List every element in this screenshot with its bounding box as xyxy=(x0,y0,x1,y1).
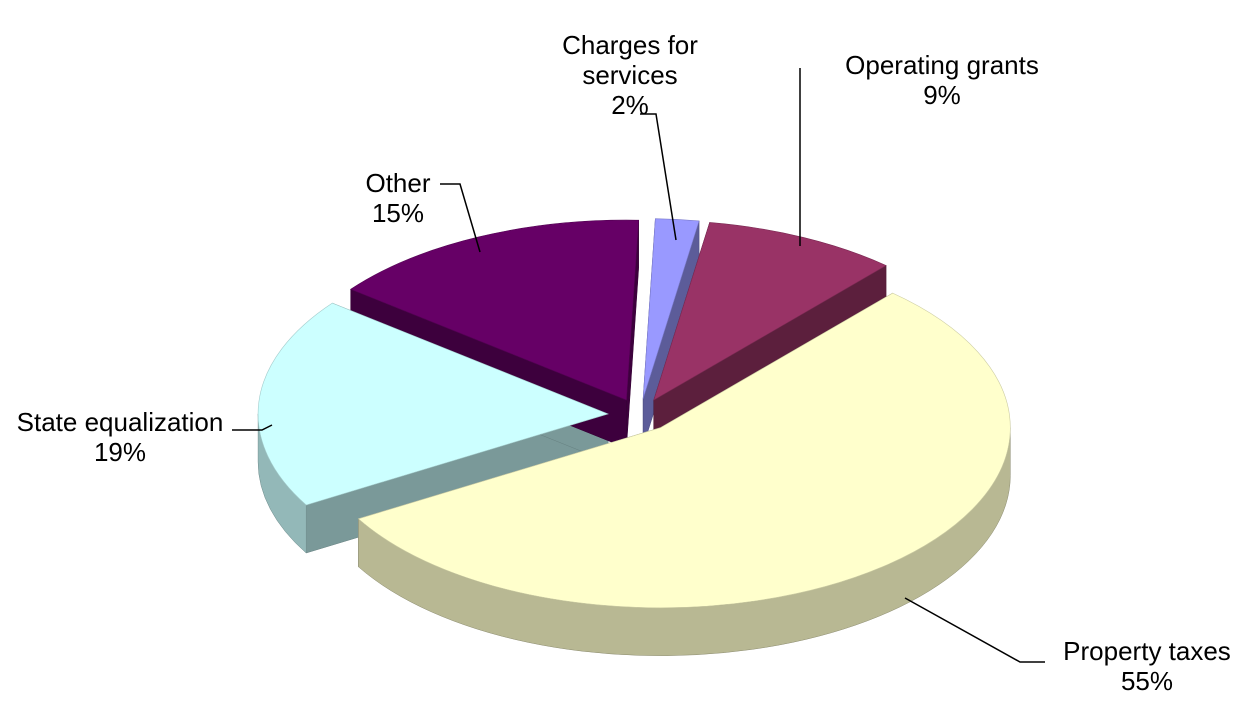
data-label: Operating grants 9% xyxy=(845,50,1039,110)
leader-line xyxy=(904,597,1045,663)
category-label: Charges for services xyxy=(562,30,698,90)
value-label: 19% xyxy=(93,437,147,467)
value-label: 9% xyxy=(923,80,961,110)
category-label: Operating grants xyxy=(845,50,1039,80)
value-label: 2% xyxy=(611,90,649,120)
leader-line xyxy=(640,113,677,241)
slice xyxy=(350,219,640,401)
category-label: Property taxes xyxy=(1063,636,1231,666)
category-label: State equalization xyxy=(16,407,224,437)
data-label: Charges for services 2% xyxy=(545,30,715,120)
data-label: State equalization 19% xyxy=(17,407,224,467)
slice xyxy=(653,222,887,401)
leader-line xyxy=(232,424,273,431)
slice xyxy=(642,218,700,399)
leader-line xyxy=(440,183,481,253)
slice xyxy=(257,302,609,506)
tops xyxy=(257,218,1011,608)
category-label: Other xyxy=(365,168,431,198)
value-label: 55% xyxy=(1120,666,1174,696)
data-label: Other 15% xyxy=(365,168,430,228)
data-label: Property taxes 55% xyxy=(1063,636,1231,696)
slice xyxy=(357,292,1011,608)
value-label: 15% xyxy=(371,198,425,228)
